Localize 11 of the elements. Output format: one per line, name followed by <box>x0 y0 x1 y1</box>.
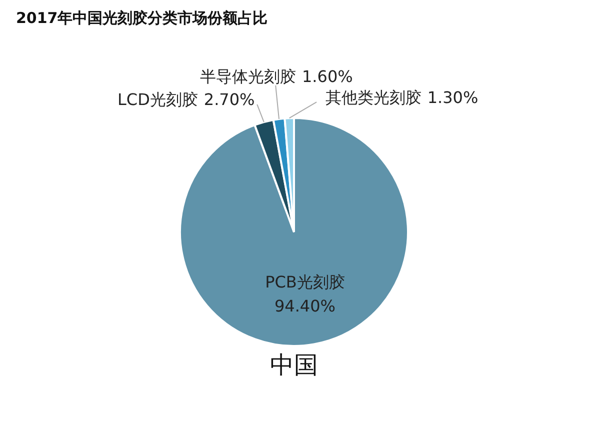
data-label: 1.60% <box>302 66 353 86</box>
data-label: 2.70% <box>204 90 255 110</box>
data-label: 94.40% <box>274 296 336 316</box>
pie-slice <box>179 117 409 347</box>
slice-label: 半导体光刻胶 <box>200 66 296 86</box>
chart-title: 2017年中国光刻胶分类市场份额占比 <box>16 9 268 27</box>
slice-label: 其他类光刻胶 <box>325 88 422 108</box>
slice-label: LCD光刻胶 <box>118 90 198 110</box>
data-label: 1.30% <box>427 88 478 108</box>
text: 中国 <box>270 351 318 379</box>
slice-label: PCB光刻胶 <box>265 272 345 292</box>
